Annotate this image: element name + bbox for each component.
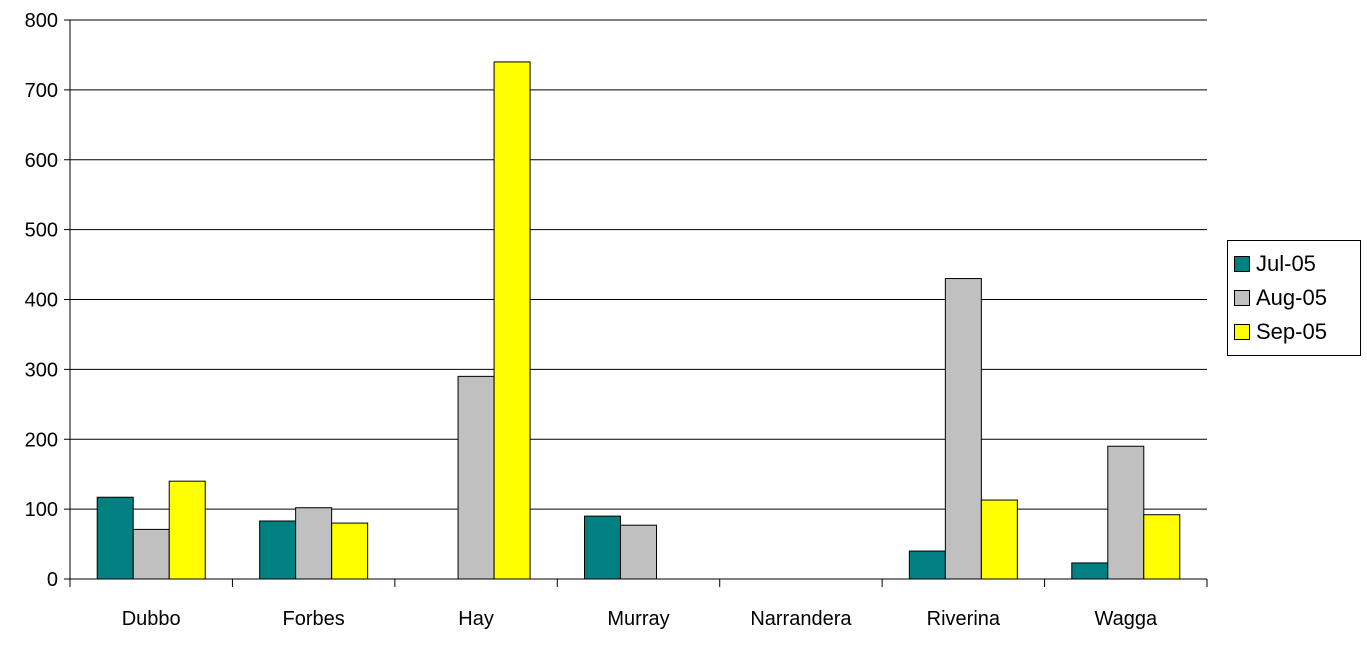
y-tick-label: 200 — [25, 429, 58, 451]
y-tick-label: 300 — [25, 359, 58, 381]
bar-sep-05-dubbo — [168, 480, 206, 580]
x-tick-label: Wagga — [1094, 608, 1158, 630]
y-axis: 0 100 200 300 400 500 600 700 800 — [25, 10, 71, 591]
legend-swatch-jul — [1234, 256, 1250, 272]
x-tick-label: Narrandera — [750, 608, 852, 630]
bar-aug-05-riverina — [944, 278, 982, 580]
bar-aug-05-forbes — [295, 507, 333, 580]
x-tick-label: Murray — [607, 608, 669, 630]
grid-lines — [70, 19, 1207, 510]
legend-label-jul: Jul-05 — [1256, 251, 1316, 276]
y-tick-label: 600 — [25, 150, 58, 172]
legend-label-sep: Sep-05 — [1256, 319, 1327, 344]
x-axis: Dubbo Forbes Hay Murray Narrandera Riverina Wa… — [69, 578, 1208, 630]
y-tick-label: 0 — [47, 569, 58, 591]
bar-sep-05-forbes — [331, 522, 369, 580]
legend-item-jul: Jul-05 — [1234, 247, 1354, 281]
x-tick-label: Riverina — [927, 608, 1001, 630]
bar-aug-05-hay — [457, 375, 495, 580]
bar-jul-05-forbes — [259, 520, 297, 580]
x-tick-label: Hay — [458, 608, 494, 630]
y-tick-label: 500 — [25, 220, 58, 242]
bars — [96, 61, 1181, 580]
legend-item-sep: Sep-05 — [1234, 315, 1354, 349]
bar-aug-05-wagga — [1107, 445, 1145, 580]
y-tick-label: 700 — [25, 80, 58, 102]
bar-aug-05-dubbo — [132, 528, 170, 580]
x-tick-label: Forbes — [283, 608, 345, 630]
bar-jul-05-dubbo — [96, 496, 134, 580]
bar-sep-05-hay — [493, 61, 531, 580]
legend-swatch-sep — [1234, 324, 1250, 340]
bar-sep-05-riverina — [980, 499, 1018, 580]
legend-label-aug: Aug-05 — [1256, 285, 1327, 310]
bar-jul-05-riverina — [908, 550, 946, 580]
legend-item-aug: Aug-05 — [1234, 281, 1354, 315]
legend-swatch-aug — [1234, 290, 1250, 306]
bar-jul-05-wagga — [1071, 562, 1109, 580]
y-tick-label: 400 — [25, 290, 58, 312]
bar-jul-05-murray — [584, 515, 621, 580]
y-tick-label: 100 — [25, 499, 58, 521]
x-tick-label: Dubbo — [122, 608, 181, 630]
bar-aug-05-murray — [620, 524, 657, 580]
y-tick-label: 800 — [25, 10, 58, 32]
legend: Jul-05 Aug-05 Sep-05 — [1227, 240, 1361, 356]
bar-sep-05-wagga — [1143, 514, 1181, 580]
